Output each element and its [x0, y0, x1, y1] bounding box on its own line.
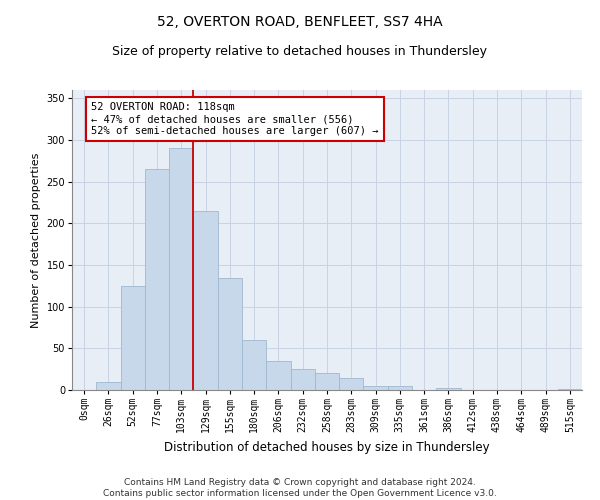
Bar	[558, 389, 582, 390]
Bar	[266, 361, 290, 390]
Bar	[315, 374, 339, 390]
Bar	[218, 278, 242, 390]
Text: 52 OVERTON ROAD: 118sqm
← 47% of detached houses are smaller (556)
52% of semi-d: 52 OVERTON ROAD: 118sqm ← 47% of detache…	[91, 102, 379, 136]
Bar	[242, 340, 266, 390]
Bar	[364, 386, 388, 390]
Bar	[339, 378, 364, 390]
Bar	[193, 211, 218, 390]
Bar	[436, 388, 461, 390]
Text: Contains HM Land Registry data © Crown copyright and database right 2024.
Contai: Contains HM Land Registry data © Crown c…	[103, 478, 497, 498]
Bar	[96, 382, 121, 390]
X-axis label: Distribution of detached houses by size in Thundersley: Distribution of detached houses by size …	[164, 440, 490, 454]
Bar	[169, 148, 193, 390]
Bar	[145, 169, 169, 390]
Text: 52, OVERTON ROAD, BENFLEET, SS7 4HA: 52, OVERTON ROAD, BENFLEET, SS7 4HA	[157, 15, 443, 29]
Y-axis label: Number of detached properties: Number of detached properties	[31, 152, 41, 328]
Bar	[388, 386, 412, 390]
Bar	[290, 369, 315, 390]
Bar	[121, 286, 145, 390]
Text: Size of property relative to detached houses in Thundersley: Size of property relative to detached ho…	[113, 45, 487, 58]
